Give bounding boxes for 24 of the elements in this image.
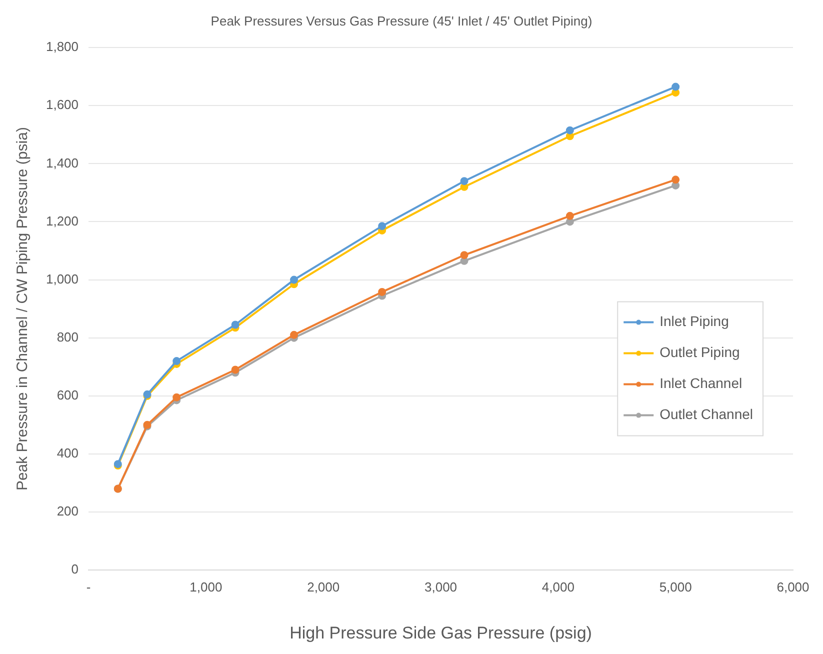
x-tick-label: 1,000 xyxy=(190,579,222,594)
x-axis-title: High Pressure Side Gas Pressure (psig) xyxy=(290,623,592,642)
legend-label: Inlet Piping xyxy=(660,313,729,330)
legend-label: Inlet Channel xyxy=(660,375,742,392)
y-tick-label: 1,000 xyxy=(46,271,79,286)
y-tick-label: 1,400 xyxy=(46,155,79,170)
x-tick-label: 3,000 xyxy=(424,579,458,594)
legend-label: Outlet Piping xyxy=(660,344,740,360)
x-tick-label: 4,000 xyxy=(542,579,574,594)
y-tick-label: 200 xyxy=(56,504,79,519)
x-tick-label: 6,000 xyxy=(776,579,810,594)
y-tick-label: 600 xyxy=(56,387,79,402)
y-tick-label: 0 xyxy=(71,562,79,577)
x-tick-label: 2,000 xyxy=(307,579,340,594)
y-axis-title: Peak Pressure in Channel / CW Piping Pressure (psia) xyxy=(14,127,32,491)
y-tick-label: 1,600 xyxy=(46,97,79,112)
y-tick-label: 1,800 xyxy=(46,39,79,54)
x-tick-label: - xyxy=(86,579,91,594)
legend-label: Outlet Channel xyxy=(660,406,754,422)
x-tick-label: 5,000 xyxy=(659,579,692,594)
chart-title: Peak Pressures Versus Gas Pressure (45' Inlet / 45' Outlet Piping) xyxy=(210,13,592,28)
y-tick-label: 800 xyxy=(56,329,79,344)
y-tick-label: 1,200 xyxy=(46,213,79,228)
y-tick-label: 400 xyxy=(56,445,79,460)
